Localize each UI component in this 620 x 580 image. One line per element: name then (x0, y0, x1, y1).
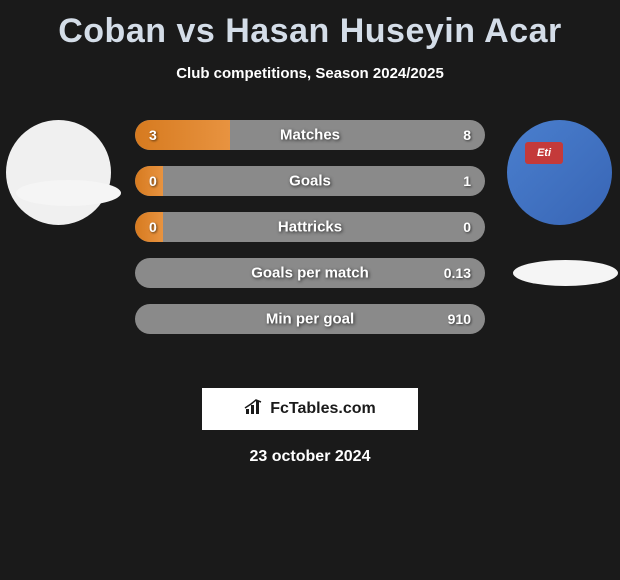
player-left-ellipse (16, 180, 121, 206)
sponsor-badge: Eti (525, 142, 563, 164)
date-text: 23 october 2024 (0, 448, 620, 466)
stat-value-left: 3 (149, 127, 157, 143)
stat-label: Goals (289, 173, 331, 190)
sponsor-text: Eti (537, 147, 551, 159)
stat-bar: Min per goal 910 (135, 304, 485, 334)
stat-label: Matches (280, 127, 340, 144)
stats-area: Eti 3 Matches 8 0 Goals 1 0 Hattricks 0 Goals per… (0, 120, 620, 360)
stat-bar: Goals per match 0.13 (135, 258, 485, 288)
stat-bar: 0 Hattricks 0 (135, 212, 485, 242)
stat-label: Hattricks (278, 219, 342, 236)
stat-value-right: 0 (463, 219, 471, 235)
stat-label: Goals per match (251, 265, 369, 282)
stat-value-right: 8 (463, 127, 471, 143)
player-left-photo (6, 120, 111, 225)
page-title: Coban vs Hasan Huseyin Acar (0, 0, 620, 51)
stat-value-right: 910 (448, 311, 471, 327)
watermark: FcTables.com (202, 388, 418, 430)
stat-label: Min per goal (266, 311, 354, 328)
stat-bar: 0 Goals 1 (135, 166, 485, 196)
stat-bars: 3 Matches 8 0 Goals 1 0 Hattricks 0 Goals per mat… (135, 120, 485, 350)
stat-value-right: 0.13 (444, 265, 471, 281)
player-right-ellipse (513, 260, 618, 286)
stat-value-right: 1 (463, 173, 471, 189)
player-right-photo: Eti (507, 120, 612, 225)
stat-value-left: 0 (149, 219, 157, 235)
stat-value-left: 0 (149, 173, 157, 189)
stat-bar: 3 Matches 8 (135, 120, 485, 150)
chart-icon (244, 399, 264, 420)
watermark-text: FcTables.com (270, 400, 376, 418)
page-subtitle: Club competitions, Season 2024/2025 (0, 65, 620, 82)
